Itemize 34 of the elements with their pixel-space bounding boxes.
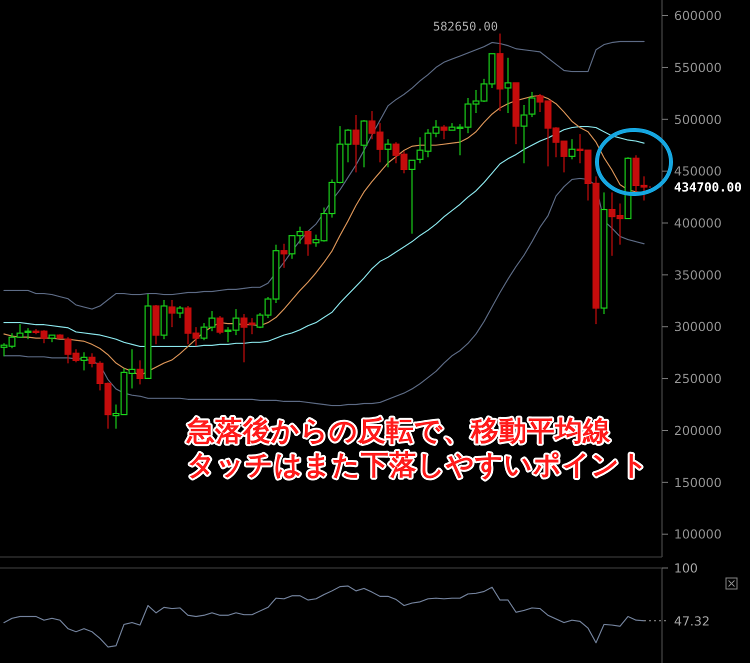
line-series <box>3 40 645 310</box>
ref-line-label: 434700.00 <box>674 180 742 195</box>
candlestick <box>216 315 224 335</box>
candlestick <box>568 138 576 160</box>
y-tick-label: 200000 <box>674 422 722 438</box>
text: 100 <box>674 560 698 576</box>
candlestick <box>176 305 184 319</box>
annotation: 582650.00 <box>432 20 498 34</box>
text: 47.32 <box>674 613 710 628</box>
candlestick <box>384 138 392 168</box>
candlestick <box>304 230 312 256</box>
y-tick-label: 450000 <box>674 164 722 179</box>
candlestick <box>168 299 176 328</box>
y-tick-label: 250000 <box>674 371 722 386</box>
y-tick-label: 400000 <box>674 216 722 231</box>
y-tick-label: 600000 <box>674 8 722 24</box>
candlestick <box>80 352 88 371</box>
candlestick <box>520 104 528 164</box>
candlestick <box>280 243 288 268</box>
candlestick <box>136 360 144 386</box>
candlestick <box>504 57 512 114</box>
annotation: 急落後からの反転で、移動平均線 <box>186 415 612 447</box>
candlestick <box>528 91 536 118</box>
y-tick-label: 100000 <box>674 526 722 542</box>
y-tick-label: 300000 <box>674 319 722 334</box>
line-series <box>3 126 645 348</box>
y-tick-label: 150000 <box>674 474 722 490</box>
candlestick <box>440 124 448 140</box>
y-tick-label: 500000 <box>674 112 722 127</box>
annotation: タッチはまた下落しやすいポイント <box>187 449 649 481</box>
y-tick-label: 550000 <box>674 60 722 75</box>
y-tick-label: 350000 <box>674 267 722 282</box>
line-series <box>3 178 645 406</box>
candlestick <box>352 114 360 173</box>
